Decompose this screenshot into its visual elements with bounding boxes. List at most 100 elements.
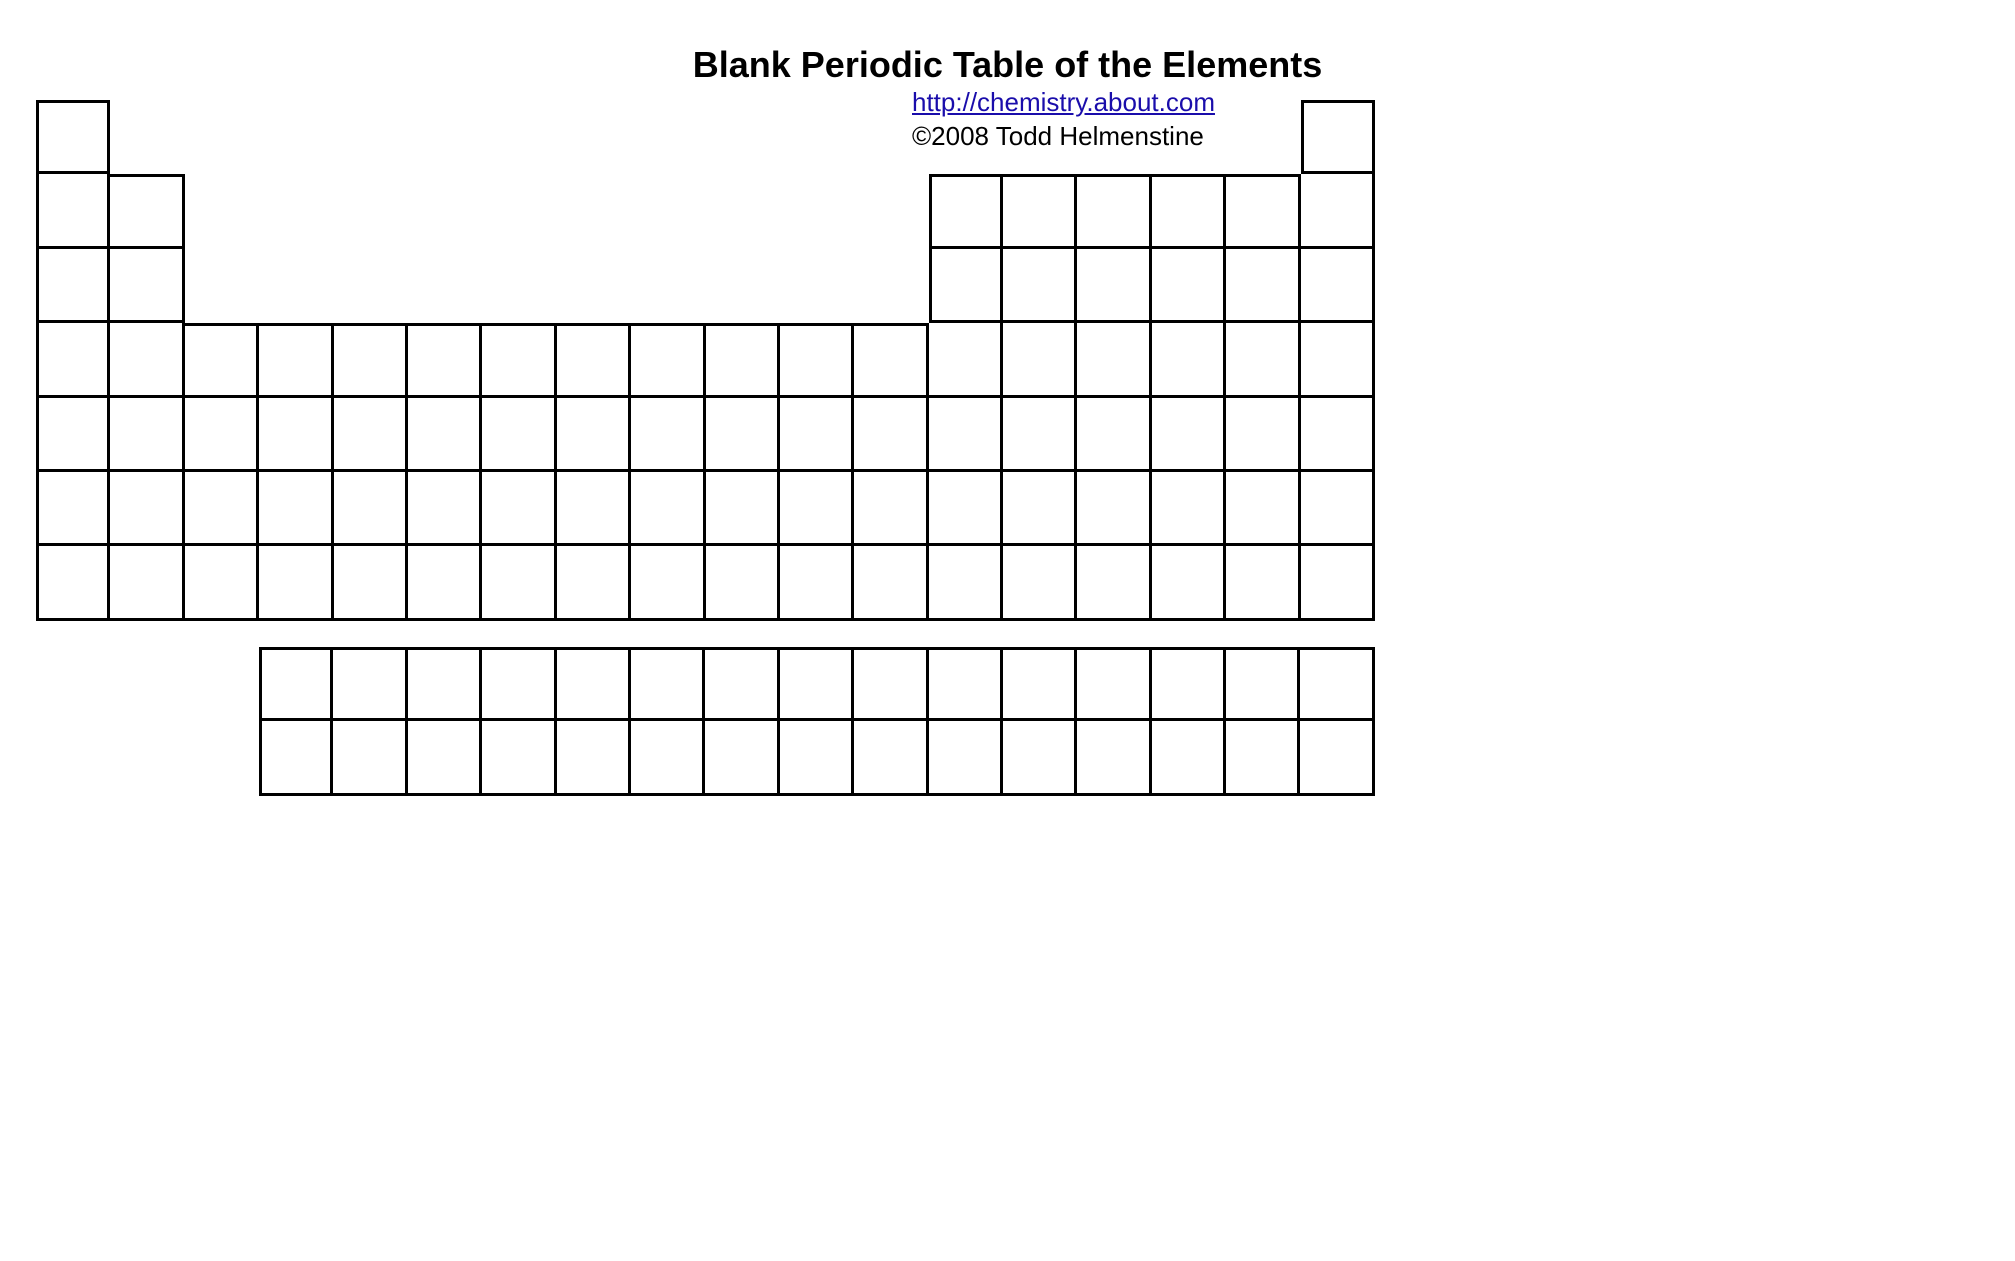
element-cell [1301,546,1375,620]
element-cell [1077,647,1151,721]
element-cell [557,174,631,248]
element-cell [1226,721,1300,795]
element-cell [408,647,482,721]
element-cell [854,100,928,174]
element-cell [1226,546,1300,620]
element-cell [1003,249,1077,323]
element-cell [854,249,928,323]
element-cell [705,721,779,795]
element-cell [36,472,110,546]
element-cell [1077,398,1151,472]
element-cell [557,546,631,620]
element-cell [1152,323,1226,397]
element-cell [1152,546,1226,620]
element-cell [854,546,928,620]
element-cell [334,174,408,248]
element-cell [334,398,408,472]
element-cell [706,249,780,323]
element-cell [631,398,705,472]
element-cell [1226,323,1300,397]
element-cell [631,546,705,620]
element-cell [185,546,259,620]
element-cell [334,546,408,620]
element-cell [482,249,556,323]
element-cell [36,249,110,323]
periodic-table-main [36,100,1375,621]
element-cell [1077,323,1151,397]
element-cell [1077,100,1151,174]
element-cell [259,323,333,397]
element-cell [36,174,110,248]
element-cell [1301,100,1375,174]
element-cell [110,546,184,620]
element-cell [482,472,556,546]
element-cell [631,174,705,248]
element-cell [631,323,705,397]
element-cell [1301,174,1375,248]
element-cell [706,100,780,174]
element-cell [780,721,854,795]
element-cell [929,174,1003,248]
element-cell [1003,647,1077,721]
element-cell [1301,472,1375,546]
element-cell [482,100,556,174]
element-cell [1003,398,1077,472]
element-cell [1003,721,1077,795]
element-cell [929,398,1003,472]
element-cell [557,647,631,721]
element-cell [1301,323,1375,397]
element-cell [110,472,184,546]
element-cell [110,398,184,472]
element-cell [482,174,556,248]
element-cell [557,323,631,397]
element-cell [482,647,556,721]
element-cell [854,323,928,397]
element-cell [408,398,482,472]
element-cell [557,721,631,795]
element-cell [929,721,1003,795]
element-cell [557,472,631,546]
element-cell [259,174,333,248]
element-cell [110,174,184,248]
element-cell [482,721,556,795]
element-cell [706,323,780,397]
element-cell [854,174,928,248]
element-cell [408,323,482,397]
element-cell [1152,174,1226,248]
element-cell [929,647,1003,721]
element-cell [482,398,556,472]
element-cell [1226,174,1300,248]
element-cell [929,100,1003,174]
element-cell [408,249,482,323]
element-cell [110,323,184,397]
element-cell [631,647,705,721]
element-cell [1077,249,1151,323]
element-cell [110,100,184,174]
element-cell [482,323,556,397]
element-cell [1226,398,1300,472]
element-cell [1003,100,1077,174]
element-cell [631,249,705,323]
element-cell [706,174,780,248]
element-cell [1301,398,1375,472]
element-cell [408,546,482,620]
element-cell [780,546,854,620]
element-cell [1301,249,1375,323]
element-cell [706,472,780,546]
element-cell [1077,721,1151,795]
element-cell [185,472,259,546]
element-cell [854,647,928,721]
element-cell [1152,398,1226,472]
element-cell [259,249,333,323]
page-root: Blank Periodic Table of the Elements htt… [0,0,2015,1261]
element-cell [1003,546,1077,620]
element-cell [1152,647,1226,721]
element-cell [631,721,705,795]
element-cell [1152,721,1226,795]
element-cell [780,174,854,248]
element-cell [557,249,631,323]
element-cell [557,398,631,472]
element-cell [1152,249,1226,323]
element-cell [408,472,482,546]
element-cell [1003,323,1077,397]
